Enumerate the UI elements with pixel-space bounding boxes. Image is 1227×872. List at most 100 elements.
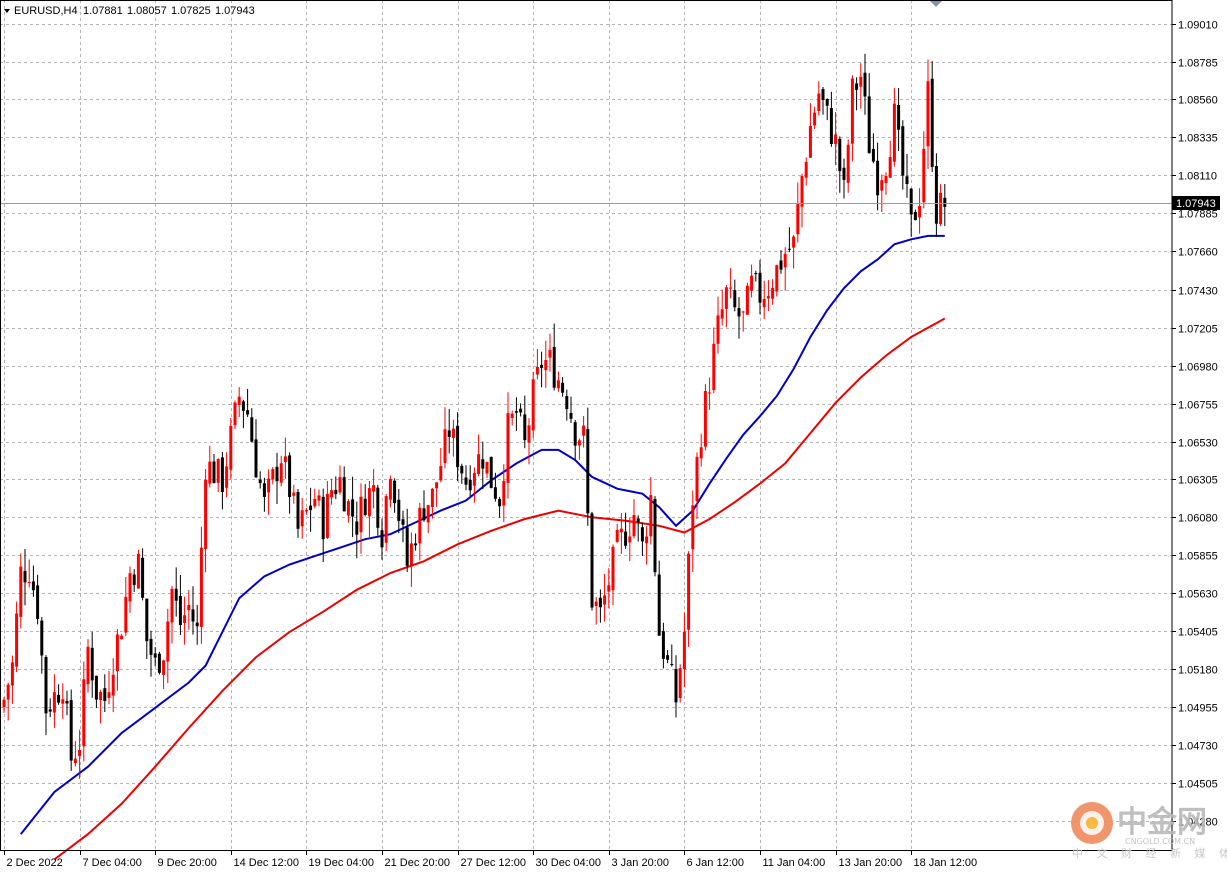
y-tick-label: 1.06305 bbox=[1178, 475, 1218, 487]
candle-body bbox=[745, 285, 749, 315]
y-tick-label: 1.08110 bbox=[1178, 171, 1217, 183]
candle-body bbox=[573, 422, 577, 446]
candle-body bbox=[422, 508, 426, 521]
candle-body bbox=[418, 507, 422, 544]
watermark-name: 中金网 bbox=[1117, 805, 1207, 840]
y-tick-label: 1.09010 bbox=[1178, 20, 1218, 32]
candle-body bbox=[548, 349, 552, 358]
candle-body bbox=[712, 343, 716, 391]
candle-body bbox=[10, 662, 14, 686]
price-axis[interactable]: 1.09010 1.08785 1.08560 1.08335 1.08110 1.078… bbox=[1172, 20, 1218, 829]
candle-body bbox=[178, 595, 182, 625]
candle-body bbox=[195, 622, 199, 627]
candle-body bbox=[661, 631, 665, 659]
candle-body bbox=[884, 176, 888, 183]
y-tick-label: 1.06755 bbox=[1178, 400, 1218, 412]
candle-body bbox=[401, 519, 405, 525]
candle-body bbox=[771, 287, 775, 299]
candle-body bbox=[216, 459, 220, 483]
candle-body bbox=[766, 296, 770, 299]
candle-body bbox=[829, 108, 833, 144]
candle-body bbox=[258, 479, 262, 484]
candle-body bbox=[758, 272, 762, 303]
candle-body bbox=[939, 192, 943, 225]
candlesticks bbox=[2, 53, 947, 779]
candle-body bbox=[682, 631, 686, 670]
candle-body bbox=[493, 487, 497, 499]
candle-body bbox=[241, 401, 245, 411]
candle-body bbox=[78, 750, 82, 756]
candle-body bbox=[99, 691, 103, 701]
candle-body bbox=[36, 585, 40, 619]
candle-body bbox=[246, 410, 250, 415]
candle-body bbox=[502, 480, 506, 506]
ma-line bbox=[53, 317, 946, 861]
candle-body bbox=[338, 477, 342, 493]
y-tick-label: 1.05855 bbox=[1178, 551, 1218, 563]
x-tick-label: 11 Jan 04:00 bbox=[763, 857, 826, 869]
candle-body bbox=[888, 157, 892, 178]
candle-body bbox=[115, 634, 119, 672]
candle-body bbox=[762, 298, 766, 308]
candle-body bbox=[645, 536, 649, 544]
candle-body bbox=[376, 487, 380, 528]
candle-body bbox=[624, 531, 628, 546]
y-tick-label: 1.07885 bbox=[1178, 209, 1218, 221]
candle-body bbox=[943, 197, 947, 207]
candle-body bbox=[296, 492, 300, 529]
candle-body bbox=[363, 498, 367, 515]
candle-body bbox=[170, 588, 174, 623]
candle-body bbox=[73, 758, 77, 764]
candle-body bbox=[111, 674, 115, 696]
candle-body bbox=[594, 601, 598, 606]
candle-body bbox=[204, 480, 208, 549]
candle-body bbox=[162, 660, 166, 675]
y-tick-label: 1.05630 bbox=[1178, 589, 1218, 601]
candle-body bbox=[880, 180, 884, 191]
candle-body bbox=[279, 463, 283, 483]
y-tick-label: 1.08335 bbox=[1178, 133, 1218, 145]
candle-body bbox=[40, 620, 44, 656]
x-tick-label: 3 Jan 20:00 bbox=[612, 857, 670, 869]
x-tick-label: 18 Jan 12:00 bbox=[914, 857, 978, 869]
candle-body bbox=[859, 76, 863, 87]
x-tick-label: 30 Dec 04:00 bbox=[536, 857, 601, 869]
candle-body bbox=[552, 347, 556, 388]
dropdown-triangle-icon[interactable] bbox=[4, 9, 10, 13]
y-tick-label: 1.08785 bbox=[1178, 58, 1218, 70]
y-tick-label: 1.06980 bbox=[1178, 362, 1218, 374]
header-symbol: EURUSD,H4 bbox=[14, 5, 78, 17]
candle-body bbox=[451, 428, 455, 438]
candle-body bbox=[19, 566, 23, 617]
candle-body bbox=[779, 260, 783, 270]
candle-body bbox=[187, 605, 191, 611]
candle-body bbox=[724, 287, 728, 309]
candle-body bbox=[792, 236, 796, 248]
shift-marker-icon[interactable] bbox=[930, 1, 942, 7]
candle-body bbox=[82, 679, 86, 747]
candle-body bbox=[598, 597, 602, 608]
y-tick-label: 1.04505 bbox=[1178, 779, 1218, 791]
candle-body bbox=[300, 510, 304, 527]
candle-body bbox=[120, 635, 124, 640]
candle-body bbox=[220, 457, 224, 492]
candle-body bbox=[842, 167, 846, 180]
y-tick-label: 1.06080 bbox=[1178, 513, 1218, 525]
candle-body bbox=[918, 206, 922, 218]
x-tick-label: 14 Dec 12:00 bbox=[234, 857, 299, 869]
candle-body bbox=[510, 413, 514, 418]
candle-body bbox=[321, 496, 325, 540]
candle-body bbox=[619, 528, 623, 533]
candle-body bbox=[678, 668, 682, 698]
candle-body bbox=[153, 653, 157, 658]
y-tick-label: 1.08560 bbox=[1178, 95, 1218, 107]
candle-body bbox=[283, 456, 287, 463]
candle-body bbox=[136, 553, 140, 589]
plot-frame bbox=[0, 0, 1173, 851]
candle-body bbox=[439, 466, 443, 481]
ma-line bbox=[20, 234, 945, 835]
time-axis[interactable]: 2 Dec 2022 7 Dec 04:00 9 Dec 20:00 14 Dec 1… bbox=[4, 851, 978, 869]
candle-body bbox=[691, 505, 695, 550]
current-price-label: 1.07943 bbox=[1176, 198, 1216, 210]
